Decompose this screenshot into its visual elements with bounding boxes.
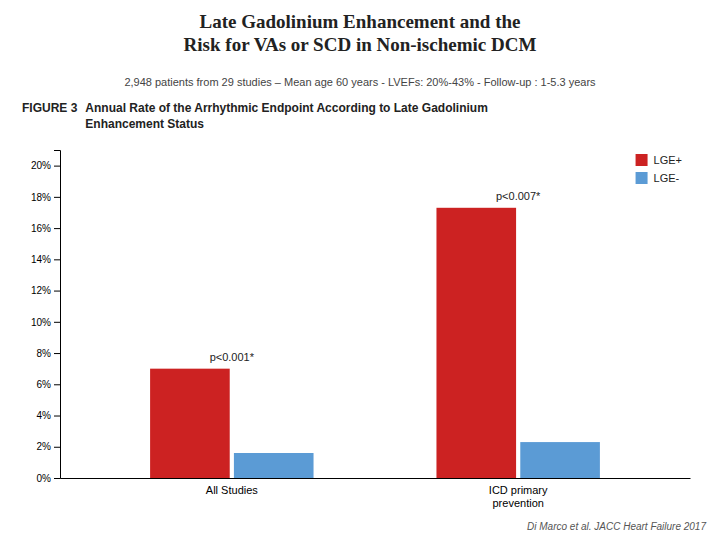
y-tick-mark [54, 197, 60, 198]
x-axis: All Studies ICD primaryprevention [61, 479, 691, 510]
y-tick-mark [54, 416, 60, 417]
y-tick-label: 20% [31, 160, 51, 171]
y-tick: 20% [31, 160, 60, 171]
x-axis-line [61, 478, 691, 479]
y-axis-line [54, 151, 61, 479]
y-tick-label: 12% [31, 285, 51, 296]
x-tick: All Studies [206, 484, 258, 496]
y-tick-mark [54, 353, 60, 354]
y-tick-label: 2% [37, 441, 52, 452]
y-axis: 0% 2% 4% 6% 8% 10% 12% 14% 16% 18% 20% [31, 151, 61, 484]
y-tick-mark [54, 478, 60, 479]
y-tick-label: 6% [37, 379, 52, 390]
bar [234, 453, 314, 478]
figure-label: FIGURE 3 [22, 101, 78, 115]
y-tick: 8% [37, 348, 60, 359]
y-tick: 4% [37, 410, 60, 421]
annotation: p<0.001* [210, 351, 255, 363]
y-tick: 16% [31, 223, 60, 234]
y-tick-label: 10% [31, 317, 51, 328]
y-tick: 10% [31, 317, 60, 328]
plot: 0% 2% 4% 6% 8% 10% 12% 14% 16% 18% 20% All Studies I… [31, 151, 691, 510]
legend-label: LGE- [654, 172, 680, 184]
y-tick: 14% [31, 254, 60, 265]
bars [150, 208, 600, 478]
subtitle: 2,948 patients from 29 studies – Mean ag… [124, 76, 596, 88]
y-tick-label: 18% [31, 192, 51, 203]
annotations: p<0.001* p<0.007* [210, 190, 541, 363]
y-tick-mark [54, 384, 60, 385]
y-tick: 2% [37, 441, 60, 452]
source: Di Marco et al. JACC Heart Failure 2017 [527, 521, 706, 532]
y-tick-mark [54, 259, 60, 260]
legend-label: LGE+ [654, 154, 682, 166]
y-tick: 18% [31, 192, 60, 203]
x-tick-label: ICD primaryprevention [489, 484, 548, 509]
y-tick-mark [54, 166, 60, 167]
legend-item: LGE- [636, 172, 680, 184]
y-tick-label: 4% [37, 410, 52, 421]
y-tick-label: 14% [31, 254, 51, 265]
legend-swatch [636, 154, 648, 166]
annotation: p<0.007* [496, 190, 541, 202]
y-tick: 6% [37, 379, 60, 390]
x-tick-label: All Studies [206, 484, 258, 496]
y-tick-mark [54, 322, 60, 323]
bar [150, 369, 230, 478]
bar [436, 208, 516, 478]
y-tick-label: 16% [31, 223, 51, 234]
y-tick-mark [54, 228, 60, 229]
y-tick-label: 0% [37, 473, 52, 484]
x-tick: ICD primaryprevention [489, 484, 548, 509]
y-tick-mark [54, 291, 60, 292]
y-tick-label: 8% [37, 348, 52, 359]
legend-swatch [636, 172, 648, 184]
bar [520, 442, 600, 478]
legend: LGE+ LGE- [636, 154, 682, 184]
title: Late Gadolinium Enhancement and theRisk … [184, 11, 537, 55]
chart-root: Late Gadolinium Enhancement and theRisk … [0, 0, 720, 540]
y-tick-mark [54, 447, 60, 448]
figure-title: Annual Rate of the Arrhythmic Endpoint A… [85, 101, 487, 131]
y-tick: 0% [37, 473, 60, 484]
y-tick: 12% [31, 285, 60, 296]
legend-item: LGE+ [636, 154, 682, 166]
